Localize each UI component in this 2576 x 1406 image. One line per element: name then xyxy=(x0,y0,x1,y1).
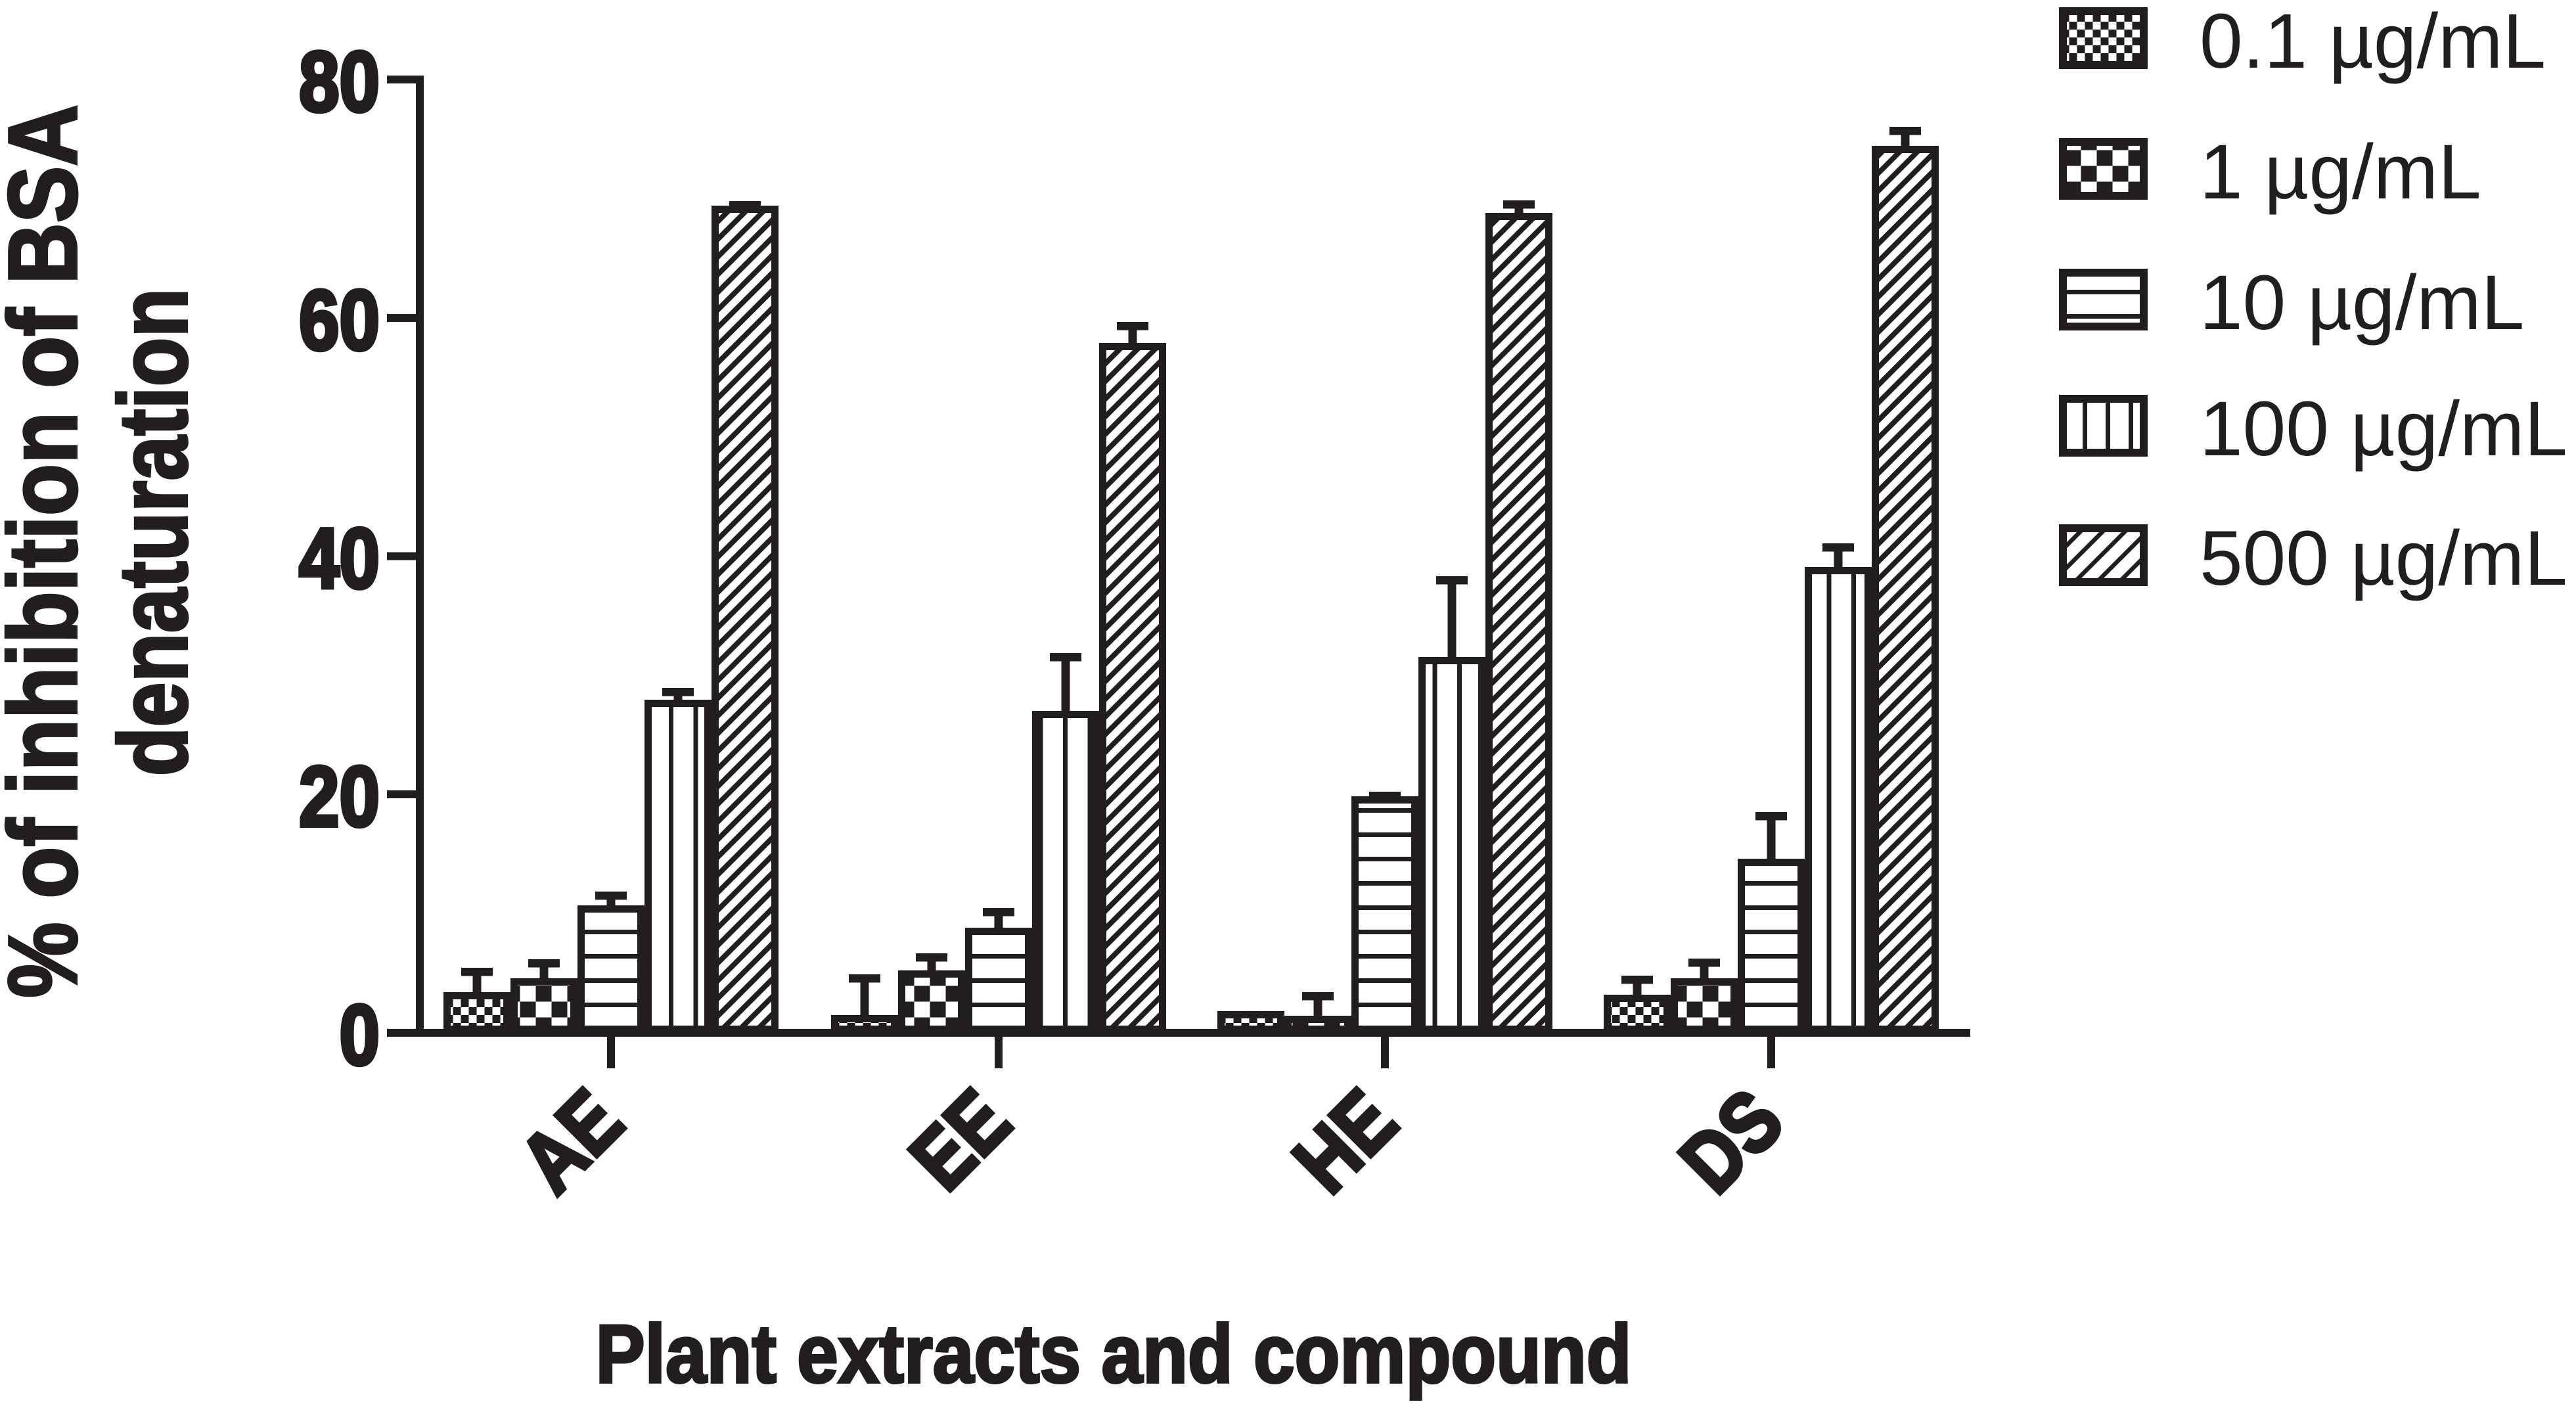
svg-text:1 µg/mL: 1 µg/mL xyxy=(2200,129,2481,215)
svg-text:20: 20 xyxy=(299,749,380,844)
svg-text:0: 0 xyxy=(340,987,380,1083)
svg-text:80: 80 xyxy=(299,34,380,129)
svg-text:100 µg/mL: 100 µg/mL xyxy=(2200,386,2567,472)
svg-text:60: 60 xyxy=(299,273,380,368)
svg-text:% of inhibition of BSA: % of inhibition of BSA xyxy=(0,104,97,998)
svg-text:40: 40 xyxy=(299,510,380,606)
svg-text:denaturation: denaturation xyxy=(98,288,207,777)
svg-text:10 µg/mL: 10 µg/mL xyxy=(2200,260,2524,346)
svg-text:500 µg/mL: 500 µg/mL xyxy=(2200,515,2567,602)
svg-text:Plant extracts and compound: Plant extracts and compound xyxy=(596,1309,1632,1400)
svg-text:0.1 µg/mL: 0.1 µg/mL xyxy=(2200,0,2546,85)
